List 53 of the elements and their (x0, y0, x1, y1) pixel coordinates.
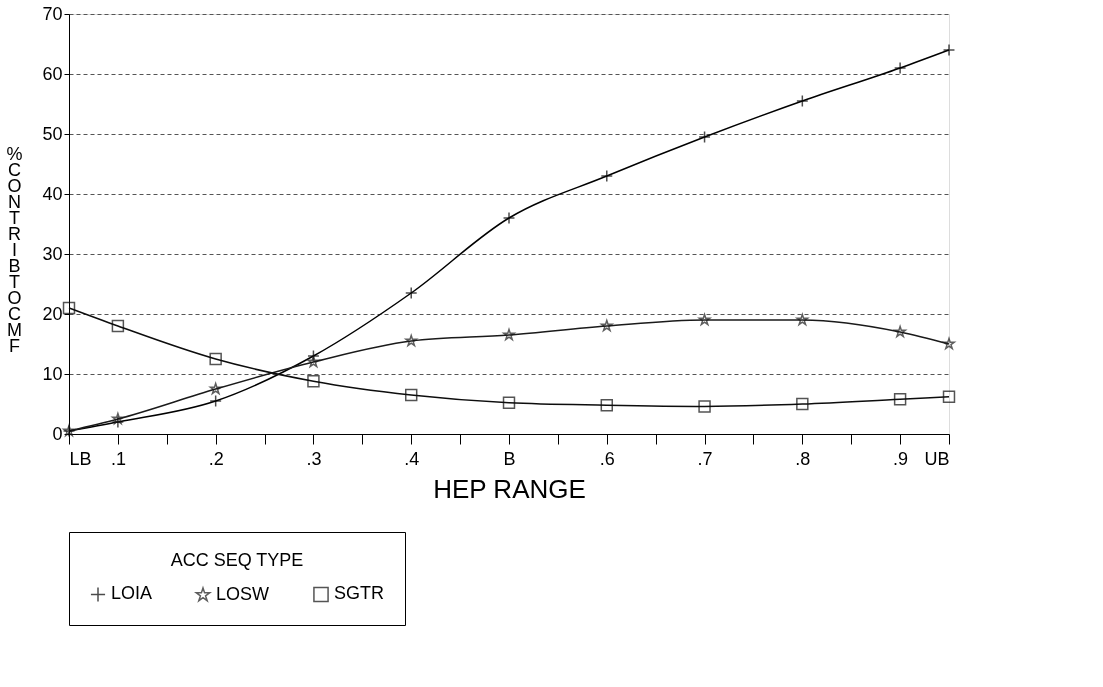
point (796, 313, 809, 326)
y-tick-label: 10 (42, 363, 63, 384)
point (698, 400, 711, 413)
x-tick-label: .8 (795, 448, 811, 469)
legend-label: LOSW (216, 584, 270, 604)
legend-label: LOIA (111, 583, 153, 604)
x-tick-label: .9 (893, 448, 909, 469)
y-tick-label: 20 (42, 303, 63, 324)
x-tick-label: UB (924, 448, 950, 469)
point (209, 394, 222, 408)
x-tick-label: .2 (208, 448, 224, 469)
point (893, 392, 907, 406)
x-axis-title: HEP RANGE (433, 473, 586, 504)
point (307, 374, 320, 388)
y-tick-label: 0 (52, 423, 63, 444)
x-tick-label: LB (69, 448, 92, 469)
point (111, 412, 124, 425)
y-tick-label: 70 (42, 3, 63, 24)
x-tick-label: .4 (404, 448, 420, 469)
point (796, 397, 809, 411)
y-tick-label: 30 (42, 243, 63, 264)
point (600, 319, 613, 332)
point (698, 130, 711, 144)
point (600, 398, 613, 412)
y-tick-label: 40 (42, 183, 63, 204)
point (796, 94, 809, 108)
x-tick-label: B (503, 448, 516, 469)
x-tick-label: .1 (110, 448, 126, 469)
point (942, 390, 956, 404)
point (893, 61, 907, 75)
point (209, 382, 222, 395)
point (502, 211, 516, 225)
point (502, 396, 516, 410)
point (307, 349, 320, 363)
legend-title: ACC SEQ TYPE (170, 550, 304, 570)
point (405, 334, 418, 347)
text: % CONTRIB TO CMF (6, 143, 23, 356)
point (111, 415, 125, 429)
y-tick-label: 50 (42, 123, 63, 144)
legend-label: SGTR (334, 583, 385, 604)
point (405, 286, 418, 300)
point (62, 301, 76, 315)
point (111, 319, 125, 333)
point (307, 355, 320, 368)
x-tick-label: .6 (599, 448, 615, 469)
x-tick-label: .7 (697, 448, 713, 469)
point (600, 169, 613, 183)
point (209, 352, 222, 366)
point (698, 313, 711, 326)
point (405, 388, 418, 402)
point (942, 43, 956, 57)
y-tick-label: 60 (42, 63, 63, 84)
x-tick-label: .3 (306, 448, 322, 469)
